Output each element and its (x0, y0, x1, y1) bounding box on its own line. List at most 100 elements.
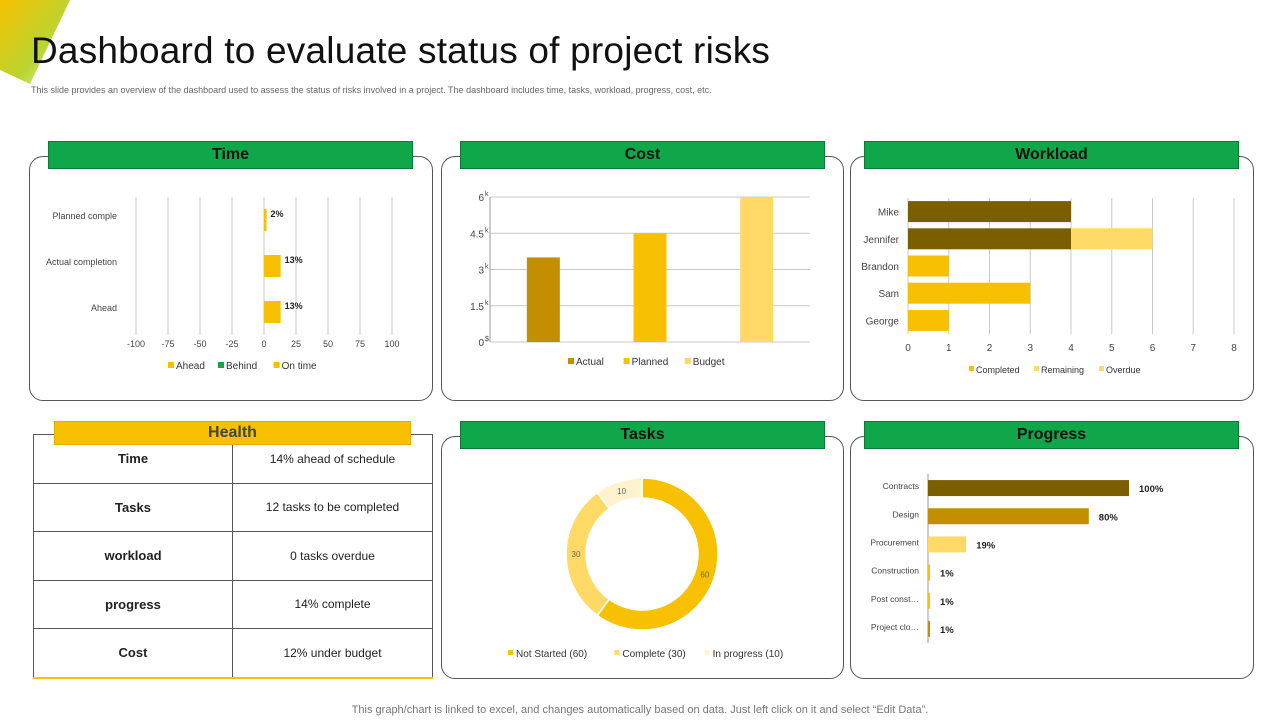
legend-swatch (218, 362, 224, 368)
table-row: Tasks 12 tasks to be completed (33, 482, 433, 532)
legend-swatch (704, 650, 710, 655)
data-label: 1% (940, 569, 954, 580)
bar-completed (908, 201, 1071, 223)
y-tick-label: Construction (871, 566, 919, 576)
y-tick-label: Sam (878, 289, 899, 300)
y-tick-label: Contracts (883, 481, 919, 491)
legend-swatch (508, 650, 513, 655)
y-tick-unit: $ (485, 336, 489, 343)
legend-swatch (568, 358, 574, 364)
y-tick-label: Planned comple (52, 211, 117, 221)
legend-swatch (168, 362, 174, 368)
legend-label: Planned (632, 357, 669, 368)
x-tick-label: 2 (987, 343, 993, 354)
time-chart: -100 -75 -50 -25 0 25 50 75 100 Planned comple 2% A… (46, 197, 400, 372)
bar-remaining (1071, 228, 1153, 250)
health-panel-header: Health (54, 421, 411, 445)
legend-label: Remaining (1041, 365, 1084, 375)
x-tick-label: 50 (323, 339, 333, 349)
health-table: Time 14% ahead of schedule Tasks 12 tasks … (33, 434, 433, 679)
legend-label: Budget (693, 357, 725, 368)
data-label: 1% (940, 597, 954, 608)
bar-budget (740, 197, 774, 342)
y-tick-unit: k (485, 264, 489, 271)
legend-swatch (969, 366, 974, 371)
legend-label: Ahead (176, 361, 205, 372)
x-tick-label: 3 (1027, 343, 1033, 354)
x-tick-label: -25 (225, 339, 238, 349)
tasks-chart: 60 30 10 Not Started (60) Complete (30) In pr… (508, 477, 784, 660)
legend-label: Not Started (60) (516, 649, 587, 660)
y-tick-label: 3 (478, 266, 484, 277)
x-tick-label: -100 (127, 339, 145, 349)
page-subtitle: This slide provides an overview of the d… (31, 85, 712, 95)
y-tick-label: Jennifer (863, 235, 899, 246)
x-tick-label: 25 (291, 339, 301, 349)
y-tick-unit: k (485, 227, 489, 234)
legend-swatch (1099, 366, 1104, 371)
legend-label: On time (282, 361, 317, 372)
data-label: 2% (271, 209, 284, 219)
y-tick-label: Post const… (871, 594, 919, 604)
x-tick-label: 100 (384, 339, 399, 349)
health-value: 0 tasks overdue (232, 531, 433, 581)
x-tick-label: 6 (1150, 343, 1156, 354)
legend-swatch (273, 362, 280, 368)
bar-design (928, 508, 1089, 525)
legend-swatch (684, 358, 691, 364)
data-label: 30 (572, 550, 581, 559)
legend-swatch (623, 358, 630, 364)
workload-panel (850, 156, 1254, 401)
legend-label: In progress (10) (713, 649, 784, 660)
page-title: Dashboard to evaluate status of project … (31, 30, 771, 71)
bar-completed (908, 255, 949, 277)
health-value: 12 tasks to be completed (232, 482, 433, 532)
health-label: workload (33, 531, 233, 581)
progress-chart: Contracts 100% Design 80% Procurement 19% Cons… (870, 474, 1164, 643)
bar-completed (908, 309, 949, 331)
data-label: 19% (976, 540, 996, 551)
y-tick-label: Actual completion (46, 257, 117, 267)
health-label: Tasks (33, 482, 233, 532)
bar-ahead (264, 301, 281, 323)
legend-swatch (1034, 366, 1039, 371)
x-tick-label: -75 (161, 339, 174, 349)
y-tick-unit: k (485, 191, 489, 198)
bar-planned (633, 233, 667, 342)
slice-not-started (596, 477, 719, 631)
tasks-panel (441, 436, 844, 679)
time-panel (29, 156, 433, 401)
y-tick-label: George (866, 316, 900, 327)
legend-label: Complete (30) (622, 649, 685, 660)
x-tick-label: 7 (1190, 343, 1196, 354)
data-label: 80% (1099, 512, 1119, 523)
footer-note: This graph/chart is linked to excel, and… (351, 704, 929, 716)
bar-construction (928, 564, 931, 581)
health-value: 12% under budget (232, 628, 433, 679)
x-tick-label: 75 (355, 339, 365, 349)
data-label: 1% (940, 625, 954, 636)
bar-actual (526, 257, 560, 342)
bar-postconst (928, 592, 931, 609)
data-label: 60 (700, 570, 709, 579)
legend-label: Actual (576, 357, 604, 368)
y-tick-label: 6 (478, 193, 484, 204)
data-label: 13% (285, 255, 303, 265)
workload-chart: 0 1 2 3 4 5 6 7 8 Mike Jennifer Brandon Sam George Com… (861, 198, 1237, 375)
health-label: progress (33, 579, 233, 629)
progress-panel (850, 436, 1254, 679)
bar-projectclo (928, 620, 931, 637)
x-tick-label: 4 (1068, 343, 1074, 354)
y-tick-label: 0 (478, 338, 484, 349)
legend-swatch (614, 650, 620, 655)
y-tick-label: Procurement (870, 537, 919, 547)
y-tick-unit: k (485, 300, 489, 307)
x-tick-label: 8 (1231, 343, 1237, 354)
legend-label: Behind (226, 361, 257, 372)
y-tick-label: Project clo… (871, 622, 919, 632)
cost-panel-header: Cost (460, 141, 825, 169)
bar-completed (908, 282, 1031, 304)
progress-panel-header: Progress (864, 421, 1239, 449)
table-row: Cost 12% under budget (33, 628, 433, 679)
